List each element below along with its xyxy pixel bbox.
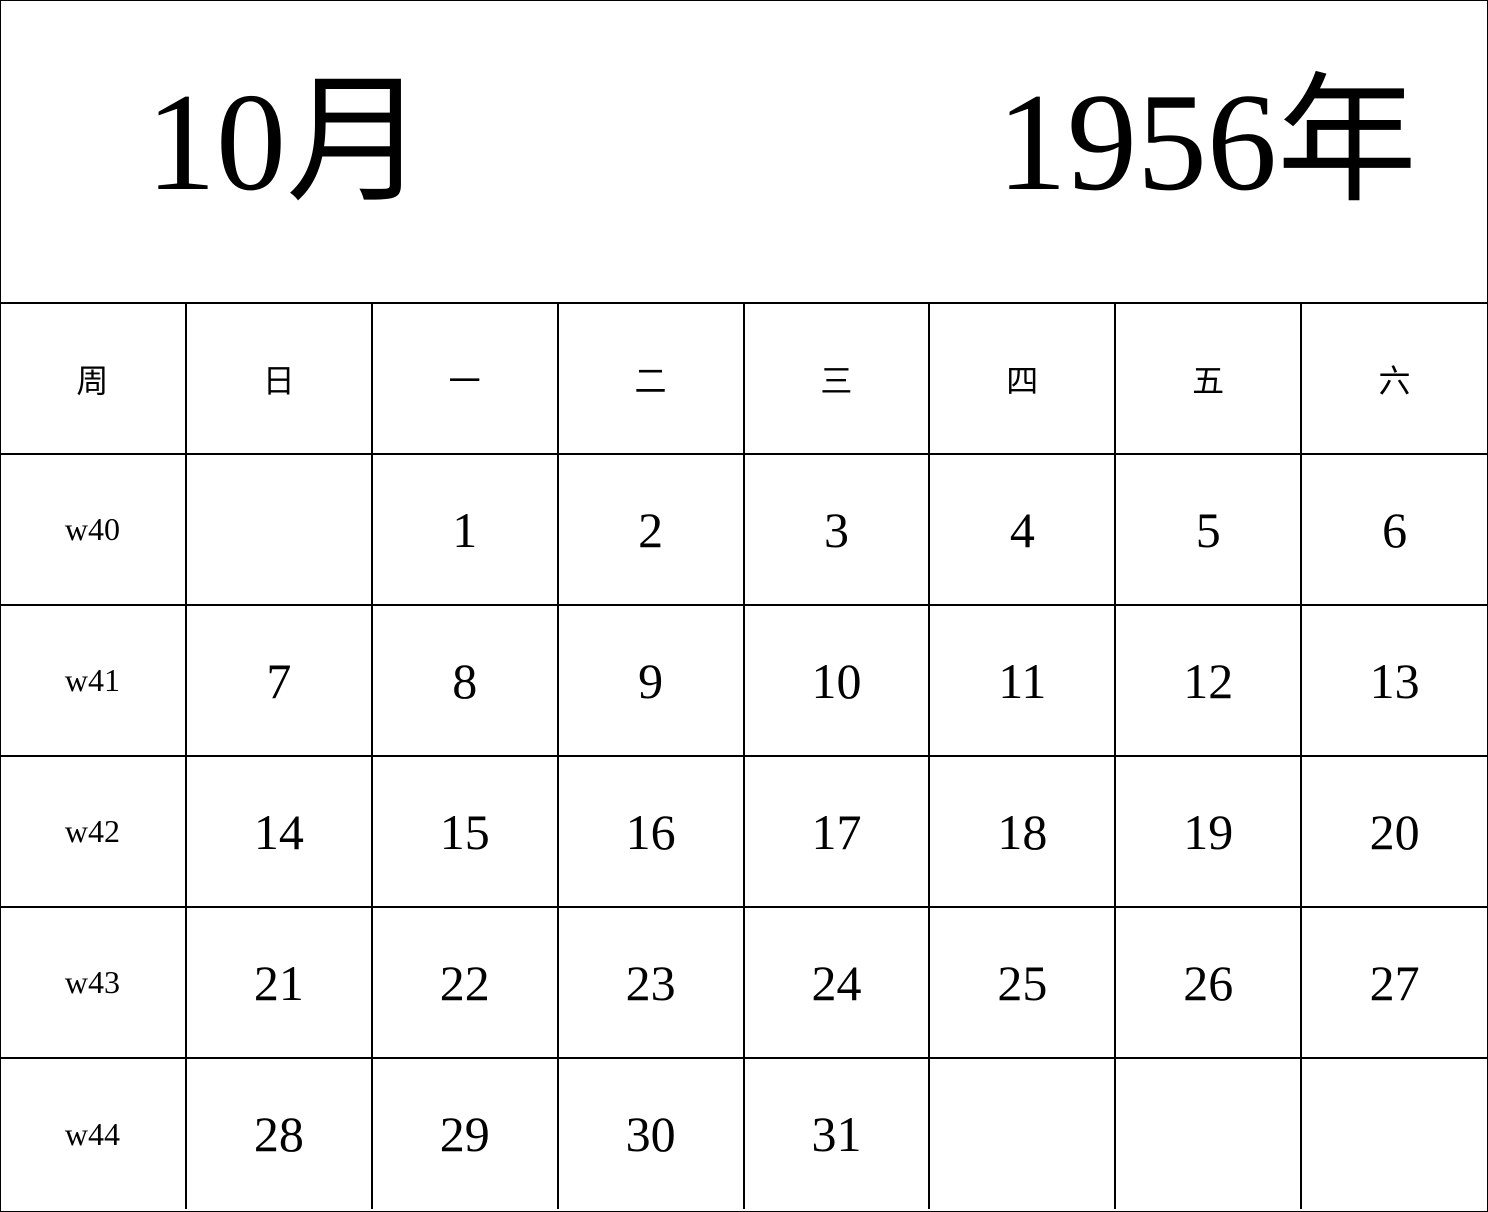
day-cell (1300, 1057, 1487, 1209)
day-cell: 10 (742, 604, 931, 757)
day-cell: 5 (1114, 453, 1303, 606)
day-cell: 12 (1114, 604, 1303, 757)
day-cell: 18 (928, 755, 1117, 908)
week-row: w41 7 8 9 10 11 12 13 (0, 604, 1487, 757)
day-cell (184, 453, 373, 606)
weekday-header-row: 周日一二三四五六 (0, 302, 1487, 455)
day-cell: 8 (370, 604, 559, 757)
week-row: w44 28 29 30 31 (0, 1057, 1487, 1209)
weekday-header: 日 (184, 302, 373, 455)
day-cell: 13 (1300, 604, 1487, 757)
day-cell: 9 (556, 604, 745, 757)
day-cell: 14 (184, 755, 373, 908)
day-cell: 21 (184, 906, 373, 1059)
month-title: 10月 (146, 65, 427, 220)
weekday-header: 二 (556, 302, 745, 455)
day-cell (928, 1057, 1117, 1209)
day-cell: 29 (370, 1057, 559, 1209)
weekday-header: 一 (370, 302, 559, 455)
day-cell: 31 (742, 1057, 931, 1209)
day-cell: 6 (1300, 453, 1487, 606)
day-cell: 25 (928, 906, 1117, 1059)
day-cell: 20 (1300, 755, 1487, 908)
day-cell: 4 (928, 453, 1117, 606)
day-cell: 1 (370, 453, 559, 606)
calendar-grid: 周日一二三四五六 w40 1 2 3 4 5 6 w41 7 8 9 10 11 12 13 w42 14 15 16… (0, 302, 1487, 1209)
day-cell: 3 (742, 453, 931, 606)
day-cell: 2 (556, 453, 745, 606)
day-cell (1114, 1057, 1303, 1209)
day-cell: 19 (1114, 755, 1303, 908)
weekday-header: 四 (928, 302, 1117, 455)
week-number: w42 (0, 755, 187, 908)
day-cell: 17 (742, 755, 931, 908)
weekday-header: 五 (1114, 302, 1303, 455)
week-number: w41 (0, 604, 187, 757)
day-cell: 27 (1300, 906, 1487, 1059)
weekday-header: 周 (0, 302, 187, 455)
day-cell: 23 (556, 906, 745, 1059)
day-cell: 28 (184, 1057, 373, 1209)
day-cell: 7 (184, 604, 373, 757)
day-cell: 30 (556, 1057, 745, 1209)
week-number: w44 (0, 1057, 187, 1209)
weekday-header: 三 (742, 302, 931, 455)
week-row: w43 21 22 23 24 25 26 27 (0, 906, 1487, 1059)
week-row: w42 14 15 16 17 18 19 20 (0, 755, 1487, 908)
day-cell: 22 (370, 906, 559, 1059)
weekday-header: 六 (1300, 302, 1487, 455)
day-cell: 26 (1114, 906, 1303, 1059)
week-row: w40 1 2 3 4 5 6 (0, 453, 1487, 606)
calendar-header: 10月 1956年 (1, 1, 1487, 304)
day-cell: 15 (370, 755, 559, 908)
day-cell: 11 (928, 604, 1117, 757)
week-number: w43 (0, 906, 187, 1059)
year-title: 1956年 (996, 65, 1417, 220)
day-cell: 16 (556, 755, 745, 908)
week-number: w40 (0, 453, 187, 606)
day-cell: 24 (742, 906, 931, 1059)
